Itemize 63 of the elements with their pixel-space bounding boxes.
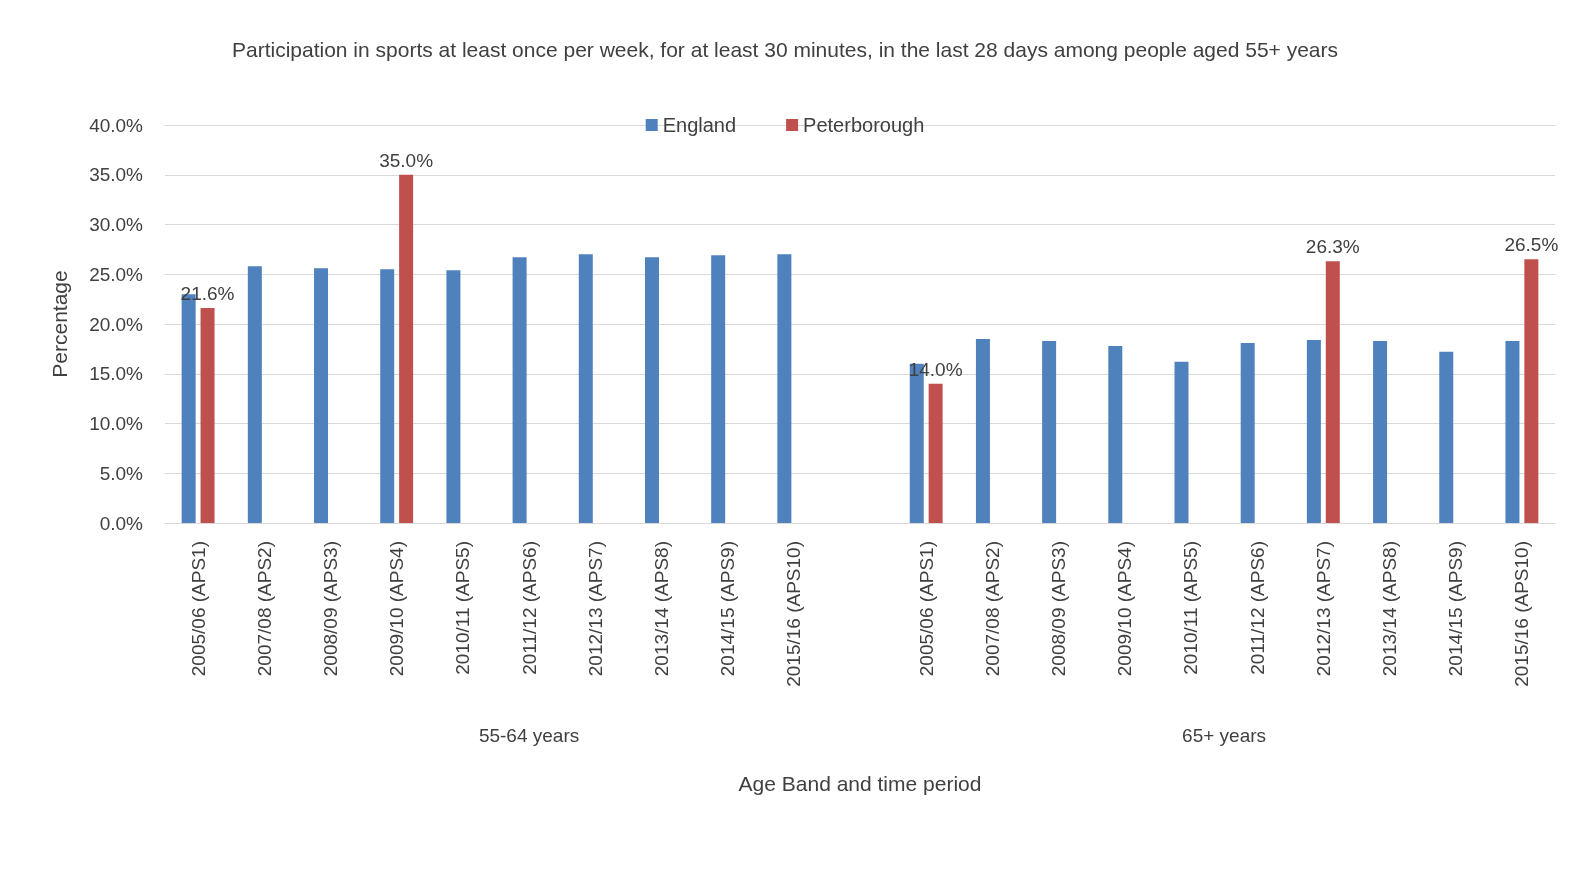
bar <box>512 257 527 523</box>
bar <box>1306 339 1321 523</box>
chart-title: Participation in sports at least once per week, for at least 30 minutes, in the last 28 days among people aged 55+ years <box>231 38 1339 61</box>
bar <box>777 254 792 523</box>
x-axis-title: Age Band and time period <box>738 772 982 795</box>
bar <box>1042 340 1057 523</box>
x-tick-label: 2014/15 (APS9) <box>717 541 739 677</box>
x-tick-label: 2015/16 (APS10) <box>1511 541 1533 687</box>
bar <box>928 383 943 523</box>
y-tick-label: 30.0% <box>89 214 144 235</box>
x-tick-label: 2013/14 (APS8) <box>650 541 672 677</box>
bar <box>1439 351 1454 523</box>
legend-label: Peterborough <box>803 114 925 136</box>
x-tick-label: 2009/10 (APS4) <box>1114 541 1136 677</box>
bar <box>314 268 329 523</box>
x-tick-label: 2011/12 (APS6) <box>1246 541 1268 675</box>
bar <box>380 269 395 523</box>
x-tick-label: 2007/08 (APS2) <box>253 541 275 677</box>
y-tick-label: 35.0% <box>89 164 144 186</box>
bar <box>1505 340 1520 523</box>
bar <box>200 308 215 523</box>
x-tick-label: 2012/13 (APS7) <box>1312 541 1334 677</box>
bar <box>1174 361 1189 523</box>
bar <box>399 174 414 523</box>
y-axis-title: Percentage <box>48 270 71 378</box>
x-tick-label: 2014/15 (APS9) <box>1445 541 1467 677</box>
x-tick-label: 2005/06 (APS1) <box>915 541 937 677</box>
y-tick-label: 20.0% <box>89 313 144 335</box>
bar <box>1108 345 1123 523</box>
x-tick-label: 2012/13 (APS7) <box>584 541 606 677</box>
x-tick-label: 2011/12 (APS6) <box>518 541 540 675</box>
x-tick-label: 2007/08 (APS2) <box>981 541 1003 677</box>
x-tick-label: 2010/11 (APS5) <box>1180 541 1202 675</box>
x-tick-label: 2013/14 (APS8) <box>1379 541 1401 677</box>
legend-label: England <box>662 114 737 136</box>
y-tick-label: 25.0% <box>89 263 144 285</box>
x-tick-label: 2010/11 (APS5) <box>452 541 474 675</box>
y-tick-label: 15.0% <box>89 363 144 385</box>
y-tick-label: 10.0% <box>89 413 144 434</box>
y-tick-label: 40.0% <box>89 114 144 136</box>
text: 65+ years <box>1182 724 1267 746</box>
data-label: 26.5% <box>1504 234 1559 256</box>
data-label: 35.0% <box>379 149 434 171</box>
bar <box>247 266 262 523</box>
bar <box>1373 340 1388 523</box>
bar <box>644 257 659 523</box>
y-tick-label: 5.0% <box>99 462 144 484</box>
x-tick-label: 2005/06 (APS1) <box>187 541 209 677</box>
bar <box>1524 259 1539 523</box>
bar <box>1240 342 1255 523</box>
text: 55-64 years <box>478 724 580 746</box>
x-tick-label: 2009/10 (APS4) <box>386 541 408 677</box>
bar <box>446 270 461 523</box>
bar <box>975 338 990 523</box>
bar <box>1325 261 1340 523</box>
x-tick-label: 2015/16 (APS10) <box>783 541 805 687</box>
bar <box>578 254 593 523</box>
x-tick-label: 2008/09 (APS3) <box>319 541 341 677</box>
data-label: 26.3% <box>1305 236 1360 258</box>
data-label: 21.6% <box>180 283 235 305</box>
bar <box>711 255 726 523</box>
y-tick-label: 0.0% <box>99 512 144 534</box>
x-tick-label: 2008/09 (APS3) <box>1048 541 1070 677</box>
